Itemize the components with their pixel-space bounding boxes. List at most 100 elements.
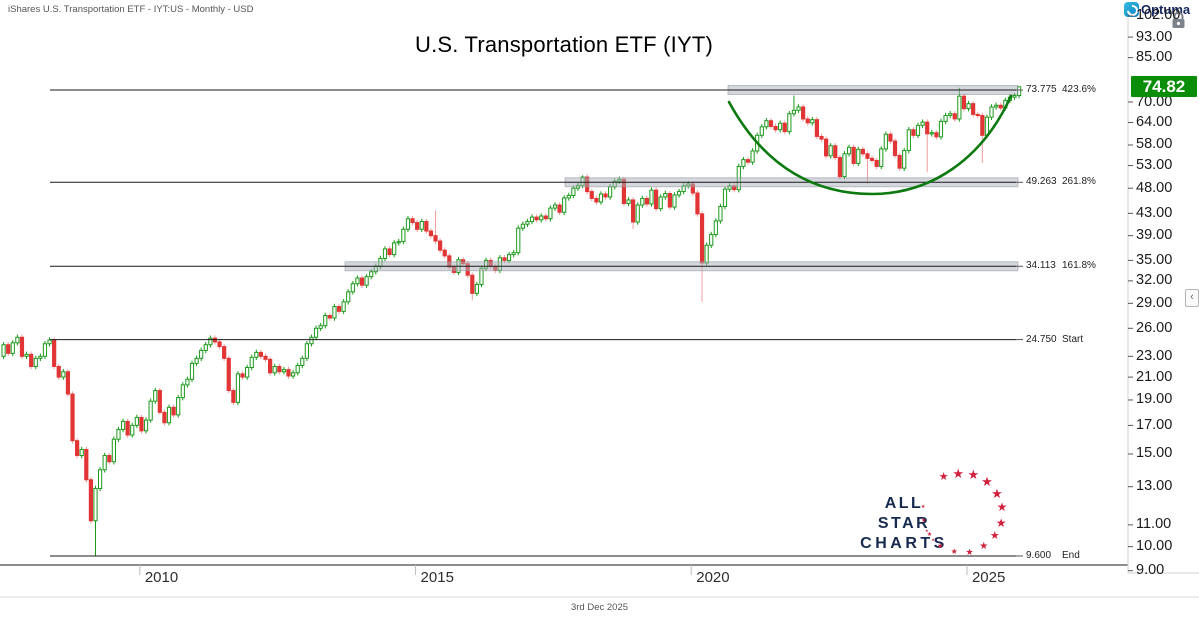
candlestick — [810, 119, 815, 124]
price-tick-label: 35.00 — [1136, 251, 1173, 268]
fib-level-label: 73.775 — [1026, 84, 1057, 95]
collapse-chevron-button[interactable]: ‹ — [1185, 289, 1199, 307]
candlestick — [231, 390, 236, 403]
candlestick — [915, 124, 921, 136]
candlestick — [695, 192, 700, 215]
candlestick — [837, 157, 842, 178]
candlestick — [773, 125, 778, 131]
candlestick — [419, 220, 424, 230]
candlestick — [222, 346, 227, 359]
candlestick — [116, 428, 121, 440]
candlestick — [355, 277, 360, 285]
candlestick — [93, 487, 98, 522]
watermark-star: ★ — [996, 500, 1008, 515]
candlestick — [1012, 95, 1017, 98]
watermark-star: ★ — [921, 516, 926, 522]
candlestick — [382, 248, 388, 259]
candlestick — [24, 353, 29, 357]
candlestick — [750, 150, 755, 163]
watermark-star: ★ — [931, 536, 935, 542]
candlestick — [957, 95, 962, 120]
candlestick — [65, 371, 71, 395]
candlestick — [470, 274, 475, 294]
candlestick — [130, 424, 135, 436]
candlestick — [626, 199, 631, 204]
candlestick — [33, 357, 38, 367]
candlestick — [796, 106, 801, 111]
candlestick — [474, 283, 479, 294]
candlestick — [892, 140, 898, 156]
candlestick — [676, 191, 682, 196]
candlestick — [364, 276, 369, 286]
watermark-star: ★ — [991, 485, 1003, 501]
allstarcharts-watermark: ALL STAR CHARTS — [858, 494, 950, 554]
candlestick — [323, 314, 328, 327]
candlestick — [874, 159, 879, 167]
candlestick — [281, 369, 286, 373]
candlestick — [84, 448, 89, 481]
candlestick — [107, 455, 112, 463]
candlestick — [369, 271, 374, 278]
candlestick — [649, 189, 654, 205]
candlestick — [658, 196, 663, 210]
price-tick-label: 26.00 — [1136, 319, 1173, 336]
candlestick — [888, 133, 893, 142]
candlestick — [952, 113, 957, 120]
candlestick — [171, 406, 176, 416]
candlestick — [139, 416, 144, 432]
candlestick — [741, 159, 746, 167]
candlestick — [88, 479, 94, 522]
candlestick — [934, 132, 939, 138]
fib-level-pct: 261.8% — [1062, 176, 1096, 188]
candlestick — [1, 344, 6, 357]
candlestick — [148, 400, 153, 421]
candlestick — [52, 339, 57, 367]
price-tick-label: 70.00 — [1136, 93, 1173, 110]
candlestick — [336, 306, 342, 312]
candlestick — [653, 189, 659, 210]
candlestick — [29, 353, 34, 367]
price-tick-label: 53.00 — [1136, 157, 1173, 174]
candlestick — [327, 314, 332, 319]
cup-annotation[interactable] — [727, 94, 1013, 196]
candlestick — [245, 367, 250, 378]
candlestick — [415, 222, 420, 230]
candlestick — [805, 118, 810, 124]
optuma-icon — [1124, 2, 1141, 19]
candlestick — [534, 216, 539, 221]
candlestick — [6, 344, 11, 354]
price-tick-label: 9.00 — [1136, 562, 1165, 579]
candlestick — [869, 157, 875, 161]
candlestick — [824, 138, 829, 157]
candlestick — [879, 148, 884, 167]
price-tick-label: 39.00 — [1136, 227, 1173, 244]
candlestick — [552, 204, 558, 209]
watermark-line2: CHARTS — [860, 535, 948, 552]
candlestick — [387, 248, 392, 256]
candlestick — [557, 204, 562, 213]
candlestick — [442, 249, 447, 257]
price-tick-label: 10.00 — [1136, 538, 1173, 555]
year-label: 2015 — [420, 569, 454, 586]
price-tick-label: 11.00 — [1136, 516, 1172, 533]
watermark-star: ★ — [921, 517, 926, 524]
candlestick — [332, 306, 337, 319]
candlestick — [635, 204, 640, 223]
price-tick-label: 15.00 — [1136, 445, 1173, 462]
candlestick — [925, 121, 930, 135]
candlestick — [801, 106, 806, 120]
candlestick — [346, 291, 351, 303]
candlestick — [920, 121, 925, 126]
candlestick — [998, 104, 1003, 109]
candlestick — [722, 188, 728, 208]
candlestick — [989, 106, 994, 118]
candlestick — [405, 218, 411, 230]
candlestick — [966, 103, 971, 110]
candlestick — [309, 336, 314, 345]
candlestick — [644, 197, 649, 205]
candlestick — [401, 228, 406, 243]
candlestick — [359, 277, 365, 286]
candlestick — [594, 197, 599, 203]
candlestick — [571, 187, 576, 196]
